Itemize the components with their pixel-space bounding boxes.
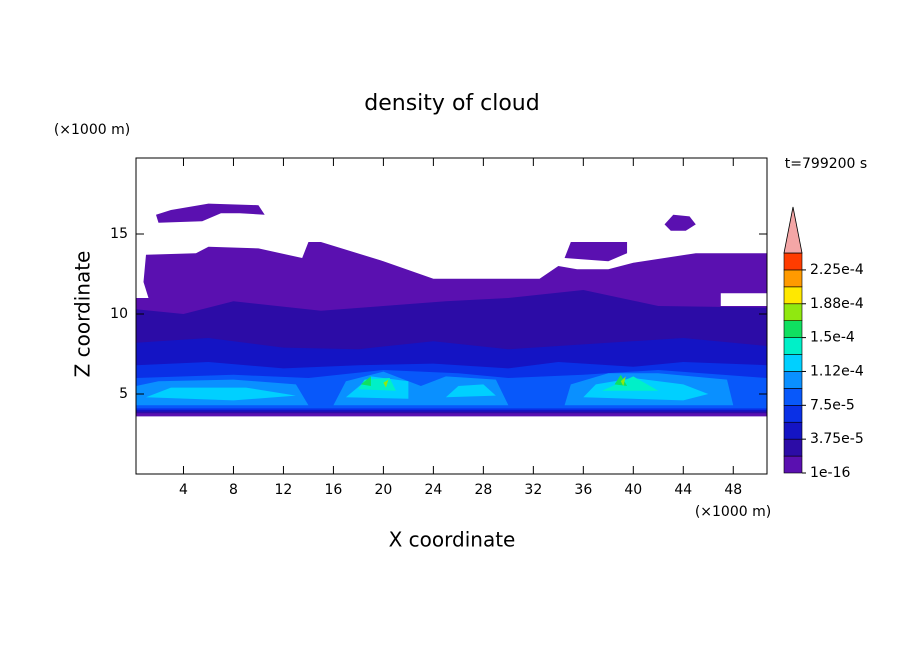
- colorbar-band: [783, 421, 803, 440]
- colorbar-tick-label: 1e-16: [810, 465, 850, 481]
- time-label: t=799200 s: [785, 156, 867, 172]
- x-tick-label: 8: [229, 482, 238, 498]
- colorbar-tick-label: 3.75e-5: [810, 431, 864, 447]
- colorbar-band: [783, 455, 803, 474]
- x-tick-label: 12: [275, 482, 293, 498]
- contour-field: [136, 203, 767, 417]
- x-unit: (×1000 m): [695, 504, 771, 520]
- y-tick-label: 10: [110, 306, 128, 322]
- x-tick-label: 36: [574, 482, 592, 498]
- x-tick-label: 44: [674, 482, 692, 498]
- x-tick-label: 32: [524, 482, 542, 498]
- x-tick-label: 40: [624, 482, 642, 498]
- contour-region: [602, 376, 659, 391]
- colorbar-band: [783, 354, 803, 372]
- colorbar-tick-label: 2.25e-4: [810, 262, 864, 278]
- x-tick-label: 16: [325, 482, 343, 498]
- colorbar-band: [783, 405, 803, 423]
- colorbar-extend: [783, 206, 803, 254]
- contour-region: [620, 376, 626, 386]
- colorbar-band: [783, 252, 803, 271]
- x-tick-label: 48: [724, 482, 742, 498]
- contour-region: [445, 384, 496, 398]
- colorbar-tick-label: 1.88e-4: [810, 296, 864, 312]
- x-tick-label: 24: [424, 482, 442, 498]
- y-tick-label: 15: [110, 226, 128, 242]
- contour-region: [155, 203, 265, 223]
- contour-region: [360, 376, 371, 386]
- colorbar-band: [783, 337, 803, 355]
- x-tick-label: 20: [374, 482, 392, 498]
- colorbar-tick-label: 1.12e-4: [810, 363, 864, 379]
- colorbar-band: [783, 320, 803, 338]
- colorbar-tick-label: 7.5e-5: [810, 397, 855, 413]
- colorbar-band: [783, 269, 803, 288]
- colorbar-band: [783, 388, 803, 406]
- x-axis-label: X coordinate: [389, 528, 516, 552]
- colorbar-band: [783, 371, 803, 389]
- colorbar-band: [783, 303, 803, 321]
- plot-frame: [135, 157, 768, 475]
- contour-region: [564, 242, 628, 262]
- colorbar-band: [783, 286, 803, 305]
- colorbar-band: [783, 438, 803, 457]
- y-tick-label: 5: [119, 386, 128, 402]
- contour-region: [383, 379, 389, 388]
- contour-region: [145, 387, 296, 401]
- contour-region: [664, 214, 696, 231]
- y-axis-label: Z coordinate: [71, 251, 95, 378]
- chart-title: density of cloud: [364, 91, 539, 116]
- x-tick-label: 4: [179, 482, 188, 498]
- colorbar-tick-label: 1.5e-4: [810, 330, 855, 346]
- y-unit: (×1000 m): [54, 122, 130, 138]
- x-tick-label: 28: [474, 482, 492, 498]
